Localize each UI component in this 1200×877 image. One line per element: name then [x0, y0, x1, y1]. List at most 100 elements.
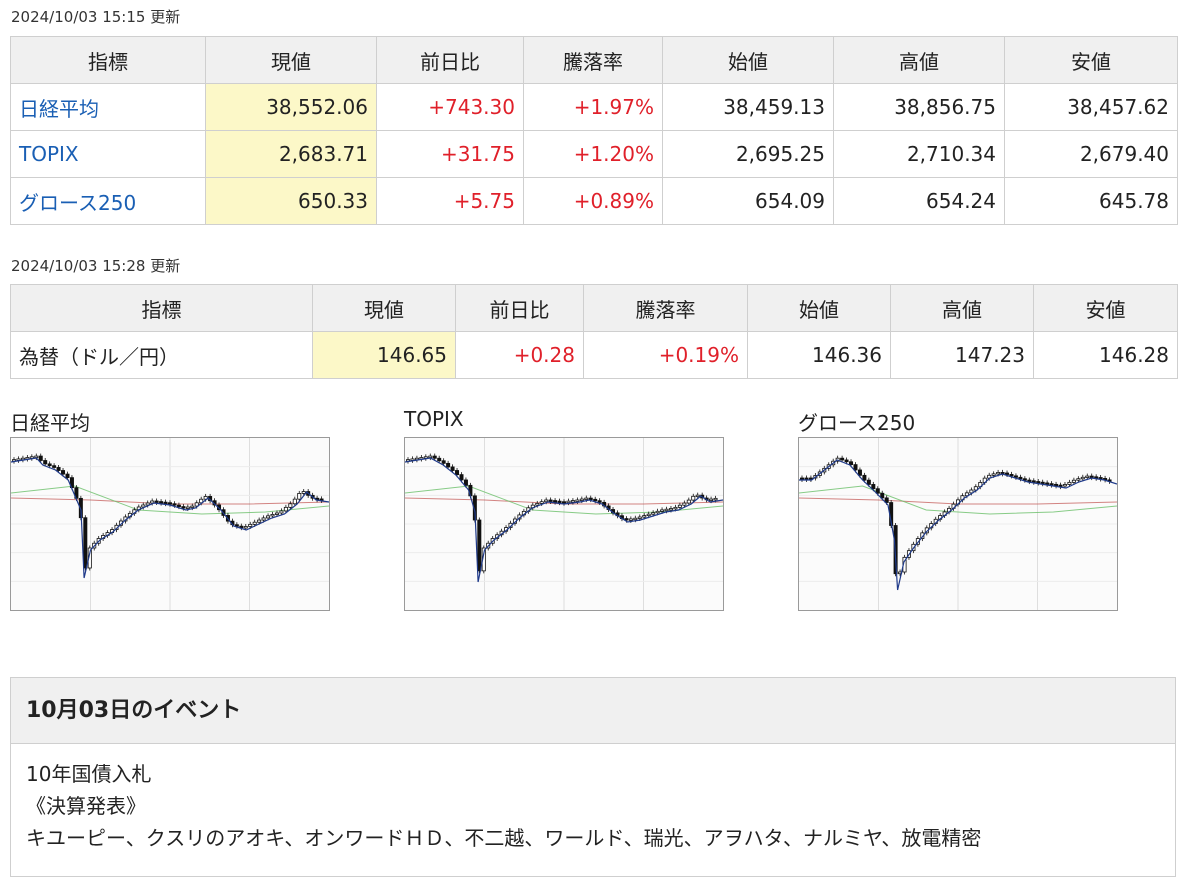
candle-body: [840, 457, 845, 461]
candle-body: [266, 515, 271, 519]
candle-body: [584, 497, 589, 500]
low-value: 645.78: [1004, 177, 1178, 225]
candle-body: [159, 501, 164, 504]
candle-body: [1022, 478, 1027, 481]
candle-body: [566, 500, 571, 504]
open-value: 38,459.13: [662, 83, 834, 131]
candle-body: [633, 517, 638, 521]
candle-body: [163, 501, 168, 505]
col-header-open: 始値: [747, 284, 891, 332]
event-section-label: 《決算発表》: [26, 794, 146, 818]
candle-body: [853, 464, 858, 471]
candle-body: [167, 502, 172, 505]
candle-body: [570, 500, 575, 503]
table1-updated: 2024/10/03 15:15 更新: [11, 8, 181, 26]
candle-body: [150, 500, 155, 504]
candle-body: [871, 484, 876, 490]
candle-body: [969, 489, 974, 494]
candle-body: [597, 500, 602, 503]
topix-chart[interactable]: [404, 437, 724, 611]
candle-body: [1049, 483, 1054, 486]
topix-link[interactable]: TOPIX: [19, 142, 79, 166]
open-value: 146.36: [747, 331, 891, 379]
candle-body: [185, 506, 190, 509]
candle-body: [655, 510, 660, 514]
candle-body: [651, 512, 656, 515]
candle-body: [691, 495, 696, 501]
candle-body: [83, 517, 88, 569]
candle-body: [642, 515, 647, 518]
events-body: 10年国債入札 《決算発表》 キユーピー、クスリのアオキ、オンワードＨＤ、不二越…: [11, 744, 1175, 854]
pct-value: +1.20%: [523, 130, 663, 178]
chart-title-topix: TOPIX: [404, 407, 464, 431]
candle-body: [248, 523, 253, 527]
row-name-cell: グロース250: [10, 177, 206, 225]
col-header-pct: 騰落率: [523, 36, 663, 84]
candle-body: [1080, 476, 1085, 480]
candle-body: [561, 501, 566, 504]
pct-value: +1.97%: [523, 83, 663, 131]
candle-body: [1085, 475, 1090, 478]
candle-body: [141, 504, 146, 508]
candle-body: [65, 473, 70, 479]
candle-body: [52, 465, 57, 468]
candle-body: [243, 526, 248, 529]
candle-body: [664, 508, 669, 512]
high-value: 38,856.75: [833, 83, 1005, 131]
fx-table: 指標 現値 前日比 騰落率 始値 高値 安値 為替（ドル／円） 146.65 +…: [10, 284, 1178, 379]
high-value: 654.24: [833, 177, 1005, 225]
ma-short-line: [11, 457, 329, 579]
high-value: 147.23: [890, 331, 1034, 379]
nikkei-chart[interactable]: [10, 437, 330, 611]
candle-body: [1031, 480, 1036, 483]
event-line: 10年国債入札: [26, 762, 152, 786]
candle-body: [234, 524, 239, 527]
candle-body: [637, 516, 642, 519]
row-name-cell: TOPIX: [10, 130, 206, 178]
candle-body: [884, 497, 889, 503]
candle-body: [279, 510, 284, 514]
candle-body: [446, 462, 451, 468]
candle-body: [288, 503, 293, 508]
fx-name: 為替（ドル／円）: [10, 331, 313, 379]
change-value: +5.75: [376, 177, 524, 225]
candle-body: [880, 492, 885, 499]
candle-body: [973, 486, 978, 491]
candle-body: [1062, 484, 1067, 487]
candle-body: [176, 504, 181, 508]
candle-body: [624, 518, 629, 521]
candle-body: [799, 477, 805, 480]
candle-body: [1067, 481, 1072, 485]
candle-body: [181, 506, 186, 509]
col-header-low: 安値: [1033, 284, 1178, 332]
open-value: 2,695.25: [662, 130, 834, 178]
nikkei-link[interactable]: 日経平均: [19, 96, 99, 121]
ma-short-line: [799, 459, 1117, 591]
change-value: +0.28: [455, 331, 584, 379]
candle-body: [455, 470, 460, 476]
index-table: 指標 現値 前日比 騰落率 始値 高値 安値 日経平均 38,552.06 +7…: [10, 36, 1178, 225]
growth250-chart[interactable]: [798, 437, 1118, 611]
candle-body: [252, 521, 257, 525]
table-row: グロース250 650.33 +5.75 +0.89% 654.09 654.2…: [10, 177, 1178, 225]
candle-body: [257, 519, 262, 523]
candle-body: [203, 496, 208, 500]
events-title: 10月03日のイベント: [11, 678, 1175, 744]
candle-body: [1040, 481, 1045, 485]
low-value: 38,457.62: [1004, 83, 1178, 131]
candle-body: [548, 499, 553, 502]
candle-body: [557, 500, 562, 504]
current-value: 2,683.71: [205, 130, 377, 178]
col-header-change: 前日比: [376, 36, 524, 84]
candle-body: [172, 503, 177, 506]
candle-body: [628, 518, 633, 521]
candle-body: [270, 514, 275, 517]
table-header-row: 指標 現値 前日比 騰落率 始値 高値 安値: [10, 36, 1178, 84]
table2-updated: 2024/10/03 15:28 更新: [11, 257, 181, 275]
candle-body: [1027, 479, 1032, 482]
growth250-link[interactable]: グロース250: [19, 190, 137, 215]
candle-body: [432, 455, 437, 459]
candle-body: [274, 512, 279, 515]
candle-body: [459, 474, 464, 481]
col-header-current: 現値: [205, 36, 377, 84]
